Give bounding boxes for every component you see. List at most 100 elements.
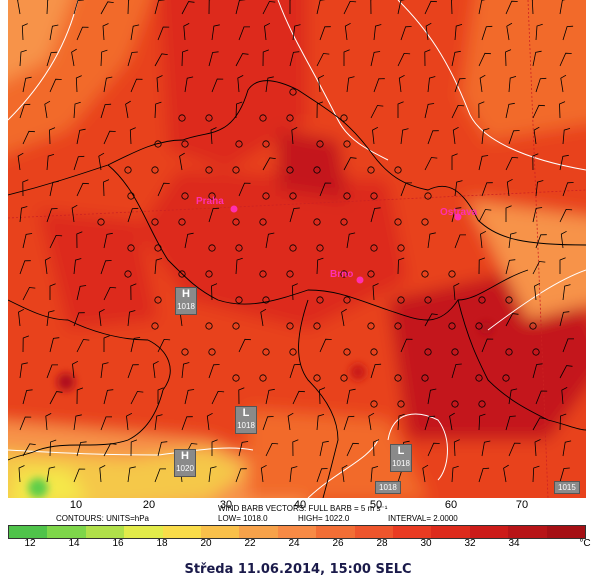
wind-barb	[451, 104, 465, 119]
calm-wind-marker	[259, 218, 267, 226]
calm-wind-marker	[127, 244, 135, 252]
calm-wind-marker	[262, 296, 270, 304]
wind-barb	[49, 439, 57, 457]
wind-barb	[452, 126, 459, 145]
calm-wind-marker	[259, 270, 267, 278]
calm-wind-marker	[394, 166, 402, 174]
wind-barb	[49, 234, 63, 249]
calm-wind-marker	[259, 114, 267, 122]
wind-barb	[319, 182, 332, 197]
wind-barb	[508, 442, 521, 457]
wind-barb	[73, 0, 84, 15]
wind-barb	[508, 130, 520, 145]
wind-barb	[49, 337, 60, 353]
calm-wind-marker	[316, 244, 324, 252]
wind-barb	[505, 102, 515, 119]
calm-wind-marker	[181, 348, 189, 356]
calm-wind-marker	[367, 166, 375, 174]
calm-wind-marker	[259, 374, 267, 382]
wind-barb	[262, 157, 276, 171]
wind-barb	[260, 464, 267, 483]
x-tick: 50	[369, 499, 383, 511]
wind-barb	[424, 415, 436, 431]
calm-wind-marker	[448, 270, 456, 278]
wind-barb	[262, 416, 274, 431]
city-label-ostrava: Ostrava	[440, 207, 478, 218]
contour-edge-label: 1015	[554, 481, 580, 494]
wind-barb	[454, 78, 466, 93]
wind-barb	[208, 51, 219, 67]
wind-barb	[533, 126, 540, 145]
wind-barb	[400, 128, 409, 145]
calm-wind-marker	[205, 114, 213, 122]
calm-wind-marker	[370, 348, 378, 356]
city-marker	[230, 205, 238, 213]
wind-barb	[400, 26, 412, 41]
color-scale-swatch	[162, 526, 202, 538]
wind-barb	[478, 0, 486, 15]
wind-barb	[453, 283, 460, 301]
wind-barb	[71, 48, 77, 67]
wind-barb	[19, 416, 32, 431]
calm-wind-marker	[478, 400, 486, 408]
city-label-brno: Brno	[330, 269, 354, 280]
wind-barb	[451, 0, 453, 15]
wind-barb	[76, 339, 90, 353]
wind-barb	[73, 155, 85, 171]
city-marker	[454, 213, 462, 221]
calm-wind-marker	[343, 348, 351, 356]
wind-barb	[127, 207, 139, 223]
calm-wind-marker	[316, 296, 324, 304]
calm-wind-marker	[313, 166, 321, 174]
wind-barb	[103, 232, 113, 249]
wind-barb	[102, 23, 109, 41]
wind-barb	[451, 465, 459, 483]
wind-barb	[505, 49, 512, 67]
wind-barb	[561, 387, 568, 405]
calm-wind-marker	[289, 88, 297, 96]
wind-barb	[424, 0, 437, 15]
wind-barb	[370, 0, 372, 15]
wind-barb	[235, 0, 246, 15]
wind-barb	[506, 22, 513, 41]
calm-wind-marker	[451, 400, 459, 408]
wind-barb	[291, 283, 298, 301]
wind-barb	[508, 232, 517, 249]
temperature-field	[8, 0, 586, 498]
wind-barb	[49, 391, 63, 405]
wind-barb	[372, 283, 379, 301]
wind-barb	[292, 24, 301, 41]
wind-barb	[532, 261, 546, 275]
calm-wind-marker	[289, 348, 297, 356]
calm-wind-marker	[181, 140, 189, 148]
wind-barb	[506, 178, 513, 197]
wind-barb	[505, 259, 516, 275]
wind-barb	[451, 363, 462, 379]
wind-barb	[235, 468, 247, 483]
wind-barb	[98, 308, 105, 327]
wind-barb	[319, 387, 326, 405]
calm-wind-marker	[205, 270, 213, 278]
wind-barb	[208, 364, 220, 379]
calm-wind-marker	[178, 270, 186, 278]
calm-wind-marker	[232, 374, 240, 382]
wind-barb	[265, 388, 275, 405]
wind-barb	[22, 335, 30, 353]
wind-barb	[397, 413, 405, 431]
wind-barb	[208, 0, 211, 15]
wind-barb	[346, 232, 356, 249]
calm-wind-marker	[151, 166, 159, 174]
wind-barb	[103, 76, 113, 93]
wind-barb	[397, 52, 411, 67]
calm-wind-marker	[313, 322, 321, 330]
wind-barb	[22, 443, 36, 457]
wind-barb	[49, 78, 62, 93]
x-tick: 40	[293, 499, 307, 511]
interval-info: INTERVAL= 2.0000	[388, 514, 458, 523]
calm-wind-marker	[532, 348, 540, 356]
wind-barb	[478, 257, 486, 275]
wind-barb	[156, 75, 163, 93]
wind-barb	[370, 466, 379, 483]
wind-barb	[22, 287, 36, 301]
wind-barb	[481, 128, 490, 145]
